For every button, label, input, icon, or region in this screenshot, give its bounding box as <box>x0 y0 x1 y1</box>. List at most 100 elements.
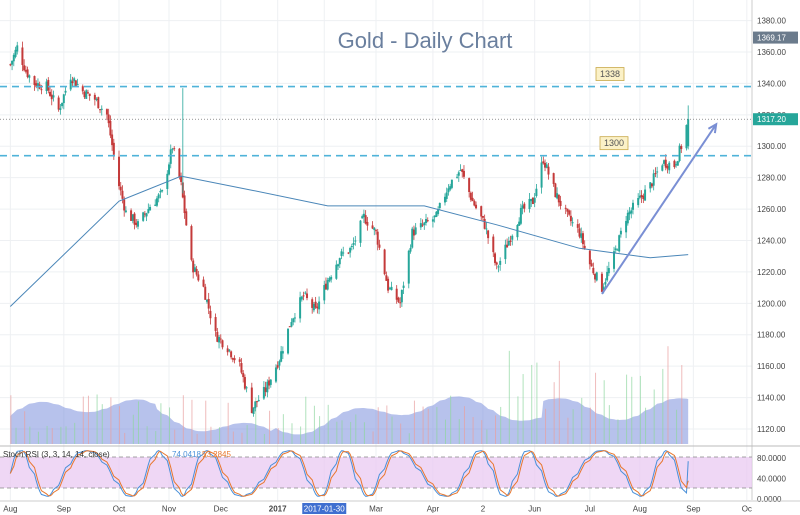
candle-body <box>209 310 212 319</box>
time-tick-label: 2 <box>481 505 486 514</box>
candle-body <box>69 79 72 90</box>
candle-body <box>499 260 502 265</box>
stoch-k-value: 74.0418 <box>172 450 201 459</box>
candle-body <box>324 283 327 290</box>
candle-body <box>290 322 293 327</box>
volume-bar <box>341 420 343 444</box>
candle-body <box>685 125 688 149</box>
candle-body <box>568 210 571 215</box>
candle-body <box>378 244 381 248</box>
candle-body <box>183 195 186 214</box>
candle-body <box>559 200 562 206</box>
volume-bar <box>536 362 538 444</box>
candle-body <box>347 252 350 254</box>
volume-bar <box>676 409 678 444</box>
candle-body <box>402 285 405 288</box>
candle-body <box>523 203 526 209</box>
price-tick-label: 1220.00 <box>757 268 786 277</box>
price-tick-label: 1160.00 <box>757 362 786 371</box>
volume-bar <box>500 406 502 444</box>
volume-bar <box>567 417 569 444</box>
candle-body <box>214 317 217 331</box>
candle-body <box>494 253 497 263</box>
volume-bar <box>37 431 39 444</box>
candle-body <box>71 81 74 84</box>
candle-body <box>193 267 196 272</box>
candle-body <box>590 263 593 267</box>
candle-body <box>268 380 271 386</box>
stoch-label: Stoch RSI (3, 3, 14, 14, close) <box>3 450 110 459</box>
candle-body <box>121 190 124 199</box>
price-tick-label: 1200.00 <box>757 299 786 308</box>
candle-body <box>155 198 158 206</box>
stoch-tick-label: 40.0000 <box>757 475 786 484</box>
volume-bar <box>667 346 669 444</box>
candle-body <box>649 182 652 189</box>
candle-body <box>409 247 412 252</box>
candle-body <box>288 326 291 328</box>
candle-body <box>487 230 490 239</box>
volume-bar <box>617 419 619 444</box>
time-axis-labels[interactable]: Aug Sep Oct Nov Dec 2017 2017-01-30 Mar Apr 2 Jun J… <box>3 503 752 514</box>
candle-body <box>9 64 12 66</box>
candle-body <box>178 148 181 178</box>
candle-body <box>26 69 29 77</box>
volume-bar <box>29 426 31 444</box>
stoch-panel-band <box>0 457 752 488</box>
candle-body <box>109 120 112 136</box>
candle-body <box>673 160 676 168</box>
volume-bar <box>169 407 171 444</box>
candle-body <box>497 266 500 268</box>
stoch-tick-label: 0.0000 <box>757 495 782 504</box>
candle-body <box>359 220 362 243</box>
candle-body <box>542 161 545 164</box>
candle-body <box>328 277 331 282</box>
candle-body <box>269 379 272 385</box>
volume-bar <box>486 429 488 444</box>
candle-body <box>49 91 52 96</box>
candle-body <box>312 303 315 311</box>
volume-bar <box>391 416 393 444</box>
time-tick-label: Apr <box>427 505 440 514</box>
candle-body <box>338 258 341 265</box>
candle-body <box>628 211 631 215</box>
price-tick-label: 1280.00 <box>757 174 786 183</box>
volume-bar <box>82 396 84 444</box>
candle-body <box>631 202 634 210</box>
candle-body <box>385 275 388 281</box>
candle-body <box>511 235 514 240</box>
volume-bar <box>210 426 212 444</box>
price-tick-label: 1180.00 <box>757 331 786 340</box>
candle-body <box>233 358 236 361</box>
candle-body <box>190 226 193 260</box>
candle-body <box>407 250 410 284</box>
candle-body <box>614 248 617 251</box>
candle-body <box>33 76 36 86</box>
candle-body <box>266 381 269 393</box>
candle-body <box>581 233 584 245</box>
candle-body <box>656 171 659 173</box>
candle-body <box>457 172 460 176</box>
candle-body <box>540 162 543 188</box>
chart-title: Gold - Daily Chart <box>338 28 513 53</box>
price-axis-labels[interactable]: 1380.001360.001340.001320.001300.001280.… <box>757 17 786 434</box>
support-resistance-levels: 1338 1300 <box>0 67 752 157</box>
stoch-axis-labels: 80.0000 40.0000 0.0000 <box>757 454 786 504</box>
candle-body <box>668 162 671 171</box>
candle-body <box>556 193 559 199</box>
candle-body <box>495 262 498 265</box>
volume-bar <box>572 409 574 444</box>
time-tick-label: Oct <box>113 505 126 514</box>
moving-average-line <box>9 175 689 307</box>
candle-body <box>293 317 296 319</box>
candle-body <box>361 216 364 219</box>
candle-body <box>456 176 459 178</box>
volume-bar <box>444 419 446 444</box>
candle-body <box>443 196 446 203</box>
candle-body <box>594 274 597 280</box>
volume-bar <box>60 426 62 444</box>
stoch-legend[interactable]: Stoch RSI (3, 3, 14, 14, close) 74.0418 … <box>3 450 231 459</box>
time-tick-label: Oc <box>742 505 752 514</box>
volume-bar <box>101 404 103 444</box>
volume-bar <box>377 407 379 444</box>
